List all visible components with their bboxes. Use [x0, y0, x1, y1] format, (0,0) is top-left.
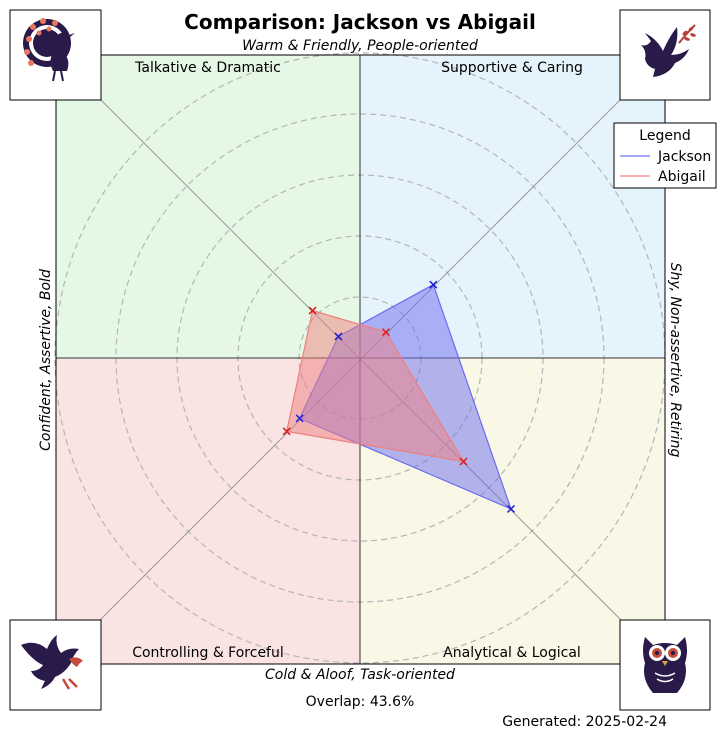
data-point-abigail: [282, 427, 291, 436]
eagle-icon: [9, 619, 102, 711]
data-point-jackson: [295, 414, 304, 423]
data-point-jackson: [429, 280, 438, 289]
data-point-jackson: [506, 504, 515, 513]
legend-label-jackson: Jackson: [657, 149, 711, 165]
data-point-abigail: [381, 328, 390, 337]
quadrant-label-talkative: Talkative & Dramatic: [134, 60, 281, 76]
owl-icon: [619, 619, 711, 711]
chart-title: Comparison: Jackson vs Abigail: [184, 10, 536, 34]
quadrant-label-analytical: Analytical & Logical: [443, 645, 581, 661]
data-point-abigail: [459, 457, 468, 466]
series-layer: [282, 280, 515, 513]
quadrant-label-supportive: Supportive & Caring: [441, 60, 583, 76]
legend-title: Legend: [639, 128, 690, 144]
quadrant-label-controlling: Controlling & Forceful: [132, 645, 284, 661]
bottom-axis-label: Cold & Aloof, Task-oriented: [265, 667, 455, 683]
plot-frame: [55, 54, 666, 665]
dove-icon: [619, 9, 711, 101]
legend: Legend Jackson Abigail: [613, 122, 717, 189]
overlap-text: Overlap: 43.6%: [306, 694, 415, 710]
right-axis-label: Shy, Non-assertive, Retiring: [667, 263, 683, 458]
generated-date: Generated: 2025-02-24: [502, 714, 667, 730]
data-point-jackson: [334, 332, 343, 341]
peacock-icon: [9, 9, 102, 101]
legend-label-abigail: Abigail: [658, 169, 706, 185]
top-axis-label: Warm & Friendly, People-oriented: [242, 38, 478, 54]
data-point-abigail: [308, 306, 317, 315]
left-axis-label: Confident, Assertive, Bold: [38, 269, 54, 451]
